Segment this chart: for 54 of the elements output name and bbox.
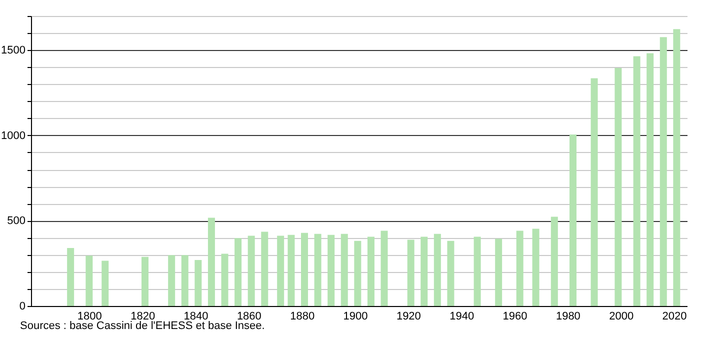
bar bbox=[550, 216, 558, 306]
bar bbox=[234, 238, 242, 306]
x-tick-label: 1880 bbox=[290, 310, 315, 322]
bar bbox=[532, 228, 540, 306]
x-tick-label: 1980 bbox=[556, 310, 580, 322]
x-tick-label: 1940 bbox=[450, 310, 474, 322]
bar bbox=[367, 236, 374, 306]
bar bbox=[67, 248, 74, 306]
x-tick-label: 1860 bbox=[236, 310, 262, 322]
source-note: Sources : base Cassini de l'EHESS et base Insee. bbox=[20, 320, 265, 332]
x-tick-label: 1800 bbox=[77, 310, 102, 322]
bar bbox=[277, 236, 284, 306]
bar bbox=[194, 260, 202, 306]
y-tick-label: 500 bbox=[7, 215, 26, 228]
bar bbox=[673, 29, 680, 306]
bar bbox=[407, 240, 414, 306]
bar bbox=[301, 232, 308, 306]
bar bbox=[141, 256, 148, 306]
x-tick-label: 1960 bbox=[502, 310, 528, 322]
bar bbox=[86, 256, 93, 306]
y-tick-label: 1000 bbox=[1, 130, 26, 142]
bar bbox=[181, 255, 188, 306]
bar bbox=[447, 240, 454, 306]
x-tick-label: 2000 bbox=[609, 310, 634, 322]
x-tick-label: 1820 bbox=[130, 310, 156, 322]
y-tick-label: 1500 bbox=[1, 44, 26, 57]
bar bbox=[646, 53, 654, 306]
x-tick-label: 1840 bbox=[184, 310, 208, 322]
bar bbox=[495, 238, 502, 306]
bar bbox=[380, 230, 388, 306]
bar bbox=[248, 236, 255, 306]
bar bbox=[570, 134, 577, 306]
bar bbox=[516, 230, 524, 306]
bar bbox=[328, 234, 335, 306]
x-tick-label: 1900 bbox=[343, 310, 368, 322]
bar bbox=[590, 78, 598, 306]
bar bbox=[208, 218, 215, 306]
bar bbox=[660, 37, 667, 306]
bar bbox=[420, 236, 428, 306]
x-tick-label: 2020 bbox=[662, 310, 687, 322]
bar bbox=[261, 232, 268, 306]
bar bbox=[633, 56, 640, 306]
bar bbox=[354, 240, 362, 306]
bar bbox=[474, 236, 481, 306]
bar bbox=[168, 255, 176, 306]
x-tick-label: 1920 bbox=[396, 310, 421, 322]
bar bbox=[614, 68, 622, 306]
y-tick-label: 0 bbox=[19, 300, 26, 312]
bar bbox=[314, 234, 322, 306]
bar bbox=[340, 234, 348, 306]
bar bbox=[102, 260, 109, 306]
bar bbox=[288, 234, 295, 306]
bar bbox=[434, 234, 441, 306]
bar bbox=[221, 254, 228, 306]
